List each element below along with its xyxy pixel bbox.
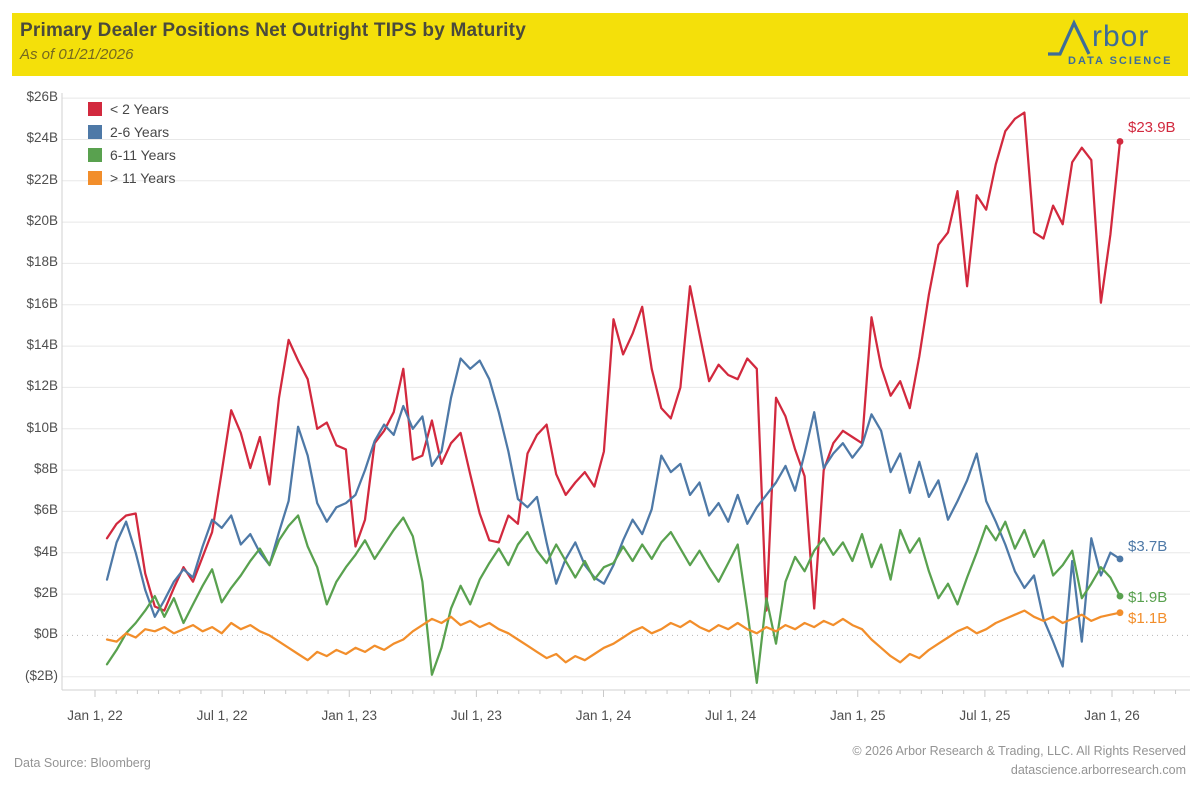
y-tick-label: $6B — [33, 502, 58, 518]
end-value-label-lt-2-years: $23.9B — [1128, 118, 1176, 136]
series-line-2-6-years[interactable] — [105, 357, 1122, 668]
legend-swatch-6-11-years-icon — [88, 147, 102, 162]
legend-label-6-11-years: 6-11 Years — [110, 146, 176, 163]
legend-item-lt-2-years[interactable]: < 2 Years — [88, 97, 176, 120]
end-value-label-2-6-years: $3.7B — [1128, 537, 1168, 555]
y-tick-label: $10B — [26, 419, 58, 435]
legend: < 2 Years 2-6 Years 6-11 Years > 11 Year… — [88, 97, 176, 189]
series-line-6-11-years[interactable] — [105, 514, 1122, 685]
legend-swatch-gt-11-years-icon — [88, 170, 102, 185]
x-tick-label: Jul 1, 25 — [959, 708, 1011, 723]
y-tick-label: $22B — [26, 171, 58, 187]
y-tick-label: ($2B) — [24, 667, 58, 683]
legend-label-2-6-years: 2-6 Years — [110, 123, 170, 140]
series-end-dot-gt-11-years[interactable] — [1116, 609, 1124, 617]
y-tick-label: $24B — [26, 130, 58, 146]
x-tick-label: Jul 1, 23 — [450, 708, 502, 723]
website-link[interactable]: datascience.arborresearch.com — [1010, 763, 1186, 777]
arbor-logo: rbor DATA SCIENCE — [1046, 19, 1178, 73]
series-line-lt-2-years[interactable] — [105, 111, 1122, 612]
arbor-logo-peak-icon — [1048, 19, 1091, 56]
page-title: Primary Dealer Positions Net Outright TI… — [20, 20, 526, 41]
header-banner: Primary Dealer Positions Net Outright TI… — [12, 13, 1188, 76]
y-tick-label: $16B — [26, 295, 58, 311]
arbor-logo-tagline: DATA SCIENCE — [1068, 55, 1173, 67]
as-of-date: As of 01/21/2026 — [20, 46, 134, 63]
y-tick-label: $20B — [26, 213, 58, 229]
data-source: Data Source: Bloomberg — [14, 756, 151, 770]
end-value-label-gt-11-years: $1.1B — [1128, 609, 1168, 627]
series-end-dot-lt-2-years[interactable] — [1116, 138, 1124, 145]
legend-swatch-lt-2-years-icon — [88, 101, 102, 116]
legend-label-lt-2-years: < 2 Years — [110, 100, 169, 117]
series-end-dot-6-11-years[interactable] — [1116, 592, 1124, 600]
y-tick-label: $18B — [26, 254, 58, 270]
end-value-label-6-11-years: $1.9B — [1128, 589, 1168, 607]
y-tick-label: $14B — [26, 337, 58, 353]
y-tick-label: $8B — [33, 461, 58, 477]
x-tick-label: Jul 1, 24 — [705, 708, 757, 723]
legend-label-gt-11-years: > 11 Years — [110, 169, 176, 186]
series-line-gt-11-years[interactable] — [105, 609, 1122, 664]
x-tick-label: Jan 1, 24 — [575, 708, 632, 723]
copyright: © 2026 Arbor Research & Trading, LLC. Al… — [852, 744, 1186, 758]
x-tick-label: Jan 1, 25 — [829, 708, 886, 723]
x-tick-label: Jul 1, 22 — [196, 708, 248, 723]
x-tick-label: Jan 1, 23 — [321, 708, 378, 723]
y-tick-label: $0B — [33, 626, 58, 642]
arbor-logo-word: rbor — [1092, 20, 1150, 53]
legend-item-6-11-years[interactable]: 6-11 Years — [88, 143, 176, 166]
y-tick-label: $4B — [33, 543, 58, 559]
x-tick-label: Jan 1, 26 — [1084, 708, 1140, 723]
legend-item-2-6-years[interactable]: 2-6 Years — [88, 120, 176, 143]
x-tick-label: Jan 1, 22 — [67, 708, 123, 723]
series-end-dot-2-6-years[interactable] — [1116, 555, 1124, 563]
legend-item-gt-11-years[interactable]: > 11 Years — [88, 166, 176, 189]
y-tick-label: $12B — [26, 378, 58, 394]
y-tick-label: $26B — [26, 89, 58, 105]
legend-swatch-2-6-years-icon — [88, 124, 102, 139]
y-tick-label: $2B — [33, 585, 58, 601]
